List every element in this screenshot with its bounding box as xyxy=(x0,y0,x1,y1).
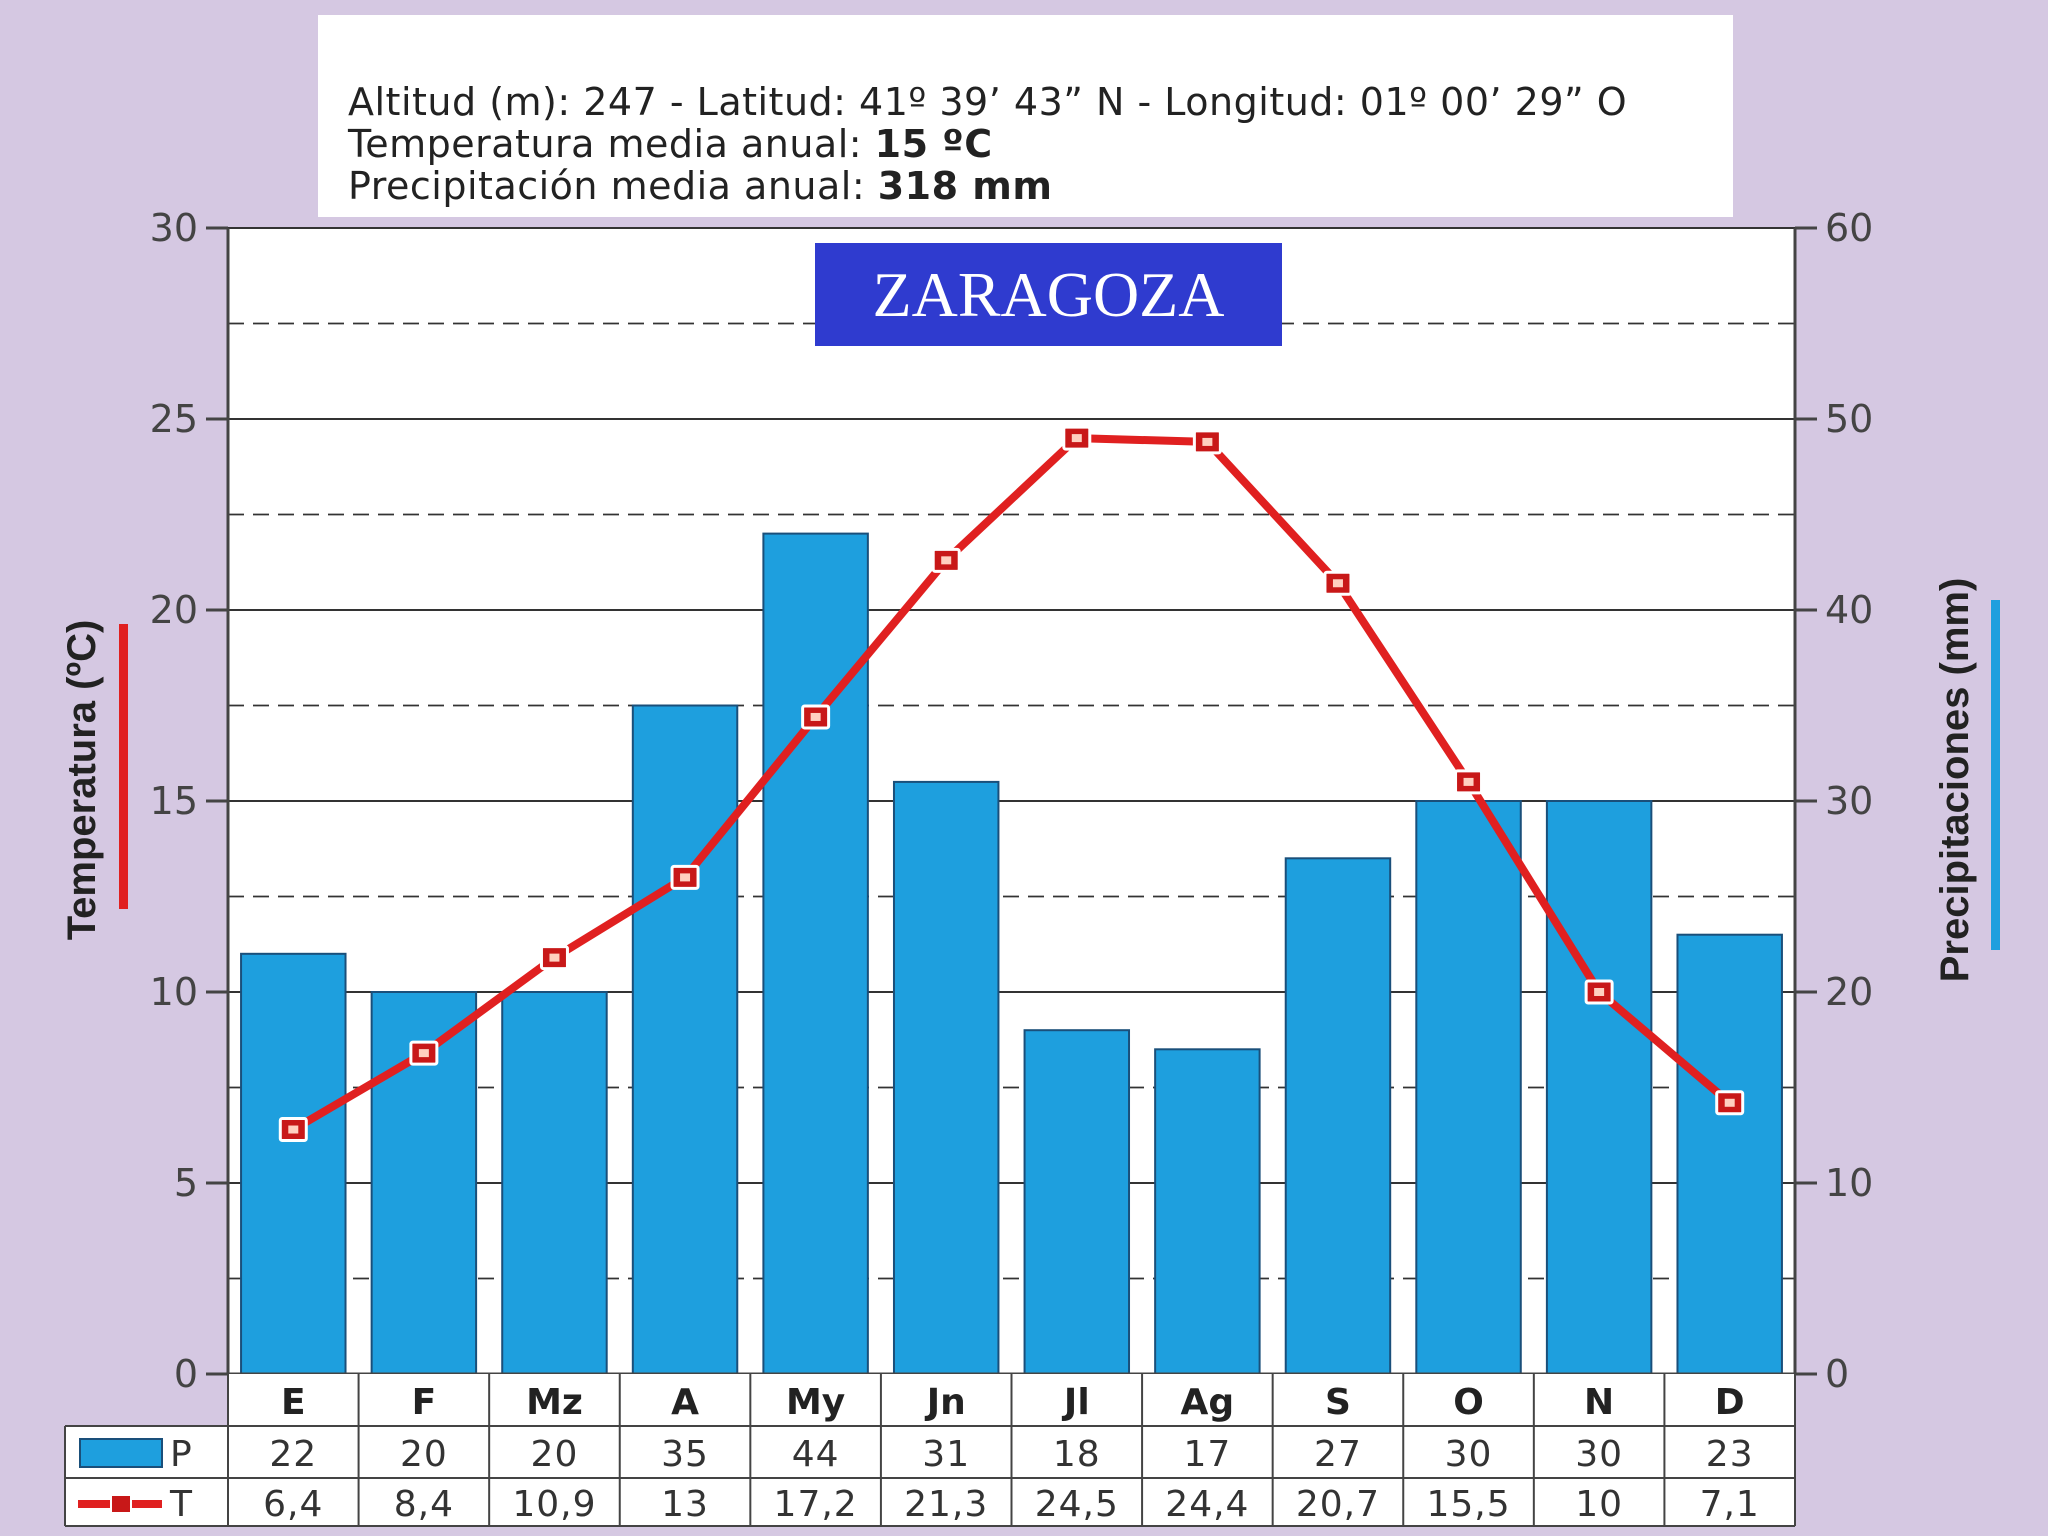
table-temp-E: 6,4 xyxy=(263,1484,323,1525)
table-precip-Jn: 31 xyxy=(922,1434,970,1475)
left-tick-label: 25 xyxy=(150,397,198,441)
table-month-Mz: Mz xyxy=(526,1382,583,1423)
precipitation-bars xyxy=(240,532,1783,1376)
table-precip-My: 44 xyxy=(792,1434,840,1475)
table-temp-A: 13 xyxy=(661,1484,709,1525)
data-table: E 22 6,4 F 20 8,4 Mz 20 10,9 A 35 13 My 44 17,2 Jn 31 21,… xyxy=(64,1374,1796,1527)
precipitation-bar-Mz xyxy=(501,991,608,1375)
annual-precipitation-line: Precipitación media anual: 318 mm xyxy=(348,165,1733,207)
table-month-Ag: Ag xyxy=(1181,1382,1235,1423)
left-tick-label: 15 xyxy=(150,779,198,823)
precipitation-bar-D xyxy=(1676,933,1783,1375)
table-month-D: D xyxy=(1715,1382,1745,1423)
left-axis-title-color-bar xyxy=(119,624,128,909)
left-tick-label: 10 xyxy=(150,970,198,1014)
temperature-point-highlight xyxy=(549,953,560,962)
temperature-point-highlight xyxy=(418,1049,429,1058)
table-month-E: E xyxy=(281,1382,306,1423)
left-tick-label: 0 xyxy=(174,1352,198,1396)
table-temp-Jn: 21,3 xyxy=(904,1484,988,1525)
table-month-A: A xyxy=(671,1382,699,1423)
precipitation-bar-Jn xyxy=(892,780,1000,1375)
precipitation-bar-My xyxy=(762,532,869,1375)
precipitation-bar-E xyxy=(240,952,347,1375)
precipitation-bar-S xyxy=(1284,857,1392,1375)
precipitation-bar-N xyxy=(1545,800,1653,1375)
table-month-O: O xyxy=(1453,1382,1484,1423)
table-precip-E: 22 xyxy=(269,1434,317,1475)
table-temp-O: 15,5 xyxy=(1426,1484,1510,1525)
legend-precip-label: P xyxy=(170,1434,193,1475)
temperature-polyline xyxy=(291,434,1733,1133)
right-tick-label: 0 xyxy=(1825,1352,1849,1396)
table-temp-Mz: 10,9 xyxy=(512,1484,596,1525)
station-location-line: Altitud (m): 247 - Latitud: 41º 39’ 43” … xyxy=(348,80,1628,124)
annual-temperature-label: Temperatura media anual: xyxy=(348,122,875,166)
table-temp-Ag: 24,4 xyxy=(1165,1484,1249,1525)
temperature-point-highlight xyxy=(1071,434,1082,443)
temperature-point-highlight xyxy=(1463,777,1474,786)
temperature-point-highlight xyxy=(680,873,691,882)
temperature-point-highlight xyxy=(1202,437,1213,446)
temperature-point-highlight xyxy=(941,556,952,565)
left-tick-label: 5 xyxy=(174,1161,198,1205)
table-temp-N: 10 xyxy=(1575,1484,1623,1525)
annual-precipitation-label: Precipitación media anual: xyxy=(348,164,878,208)
left-tick-label: 30 xyxy=(150,206,198,250)
legend-precip-swatch xyxy=(79,1438,163,1468)
table-precip-F: 20 xyxy=(400,1434,448,1475)
table-month-Jl: Jl xyxy=(1061,1382,1090,1423)
table-precip-N: 30 xyxy=(1575,1434,1623,1475)
table-temp-S: 20,7 xyxy=(1296,1484,1380,1525)
precipitation-bar-Jl xyxy=(1023,1029,1131,1375)
table-precip-Ag: 17 xyxy=(1183,1434,1231,1475)
table-month-Jn: Jn xyxy=(924,1382,966,1423)
left-tick-label: 20 xyxy=(150,588,198,632)
table-month-N: N xyxy=(1584,1382,1614,1423)
chart-title: ZARAGOZA xyxy=(815,243,1282,346)
station-info-box: Altitud (m): 247 - Latitud: 41º 39’ 43” … xyxy=(318,15,1733,217)
precipitation-bar-Ag xyxy=(1154,1048,1261,1376)
annual-temperature-value: 15 ºC xyxy=(874,122,993,166)
table-temp-D: 7,1 xyxy=(1700,1484,1760,1525)
annual-precipitation-value: 318 mm xyxy=(877,164,1053,208)
precipitation-bar-A xyxy=(631,704,739,1375)
table-temp-My: 17,2 xyxy=(774,1484,858,1525)
annual-temperature-line: Temperatura media anual: 15 ºC xyxy=(348,123,1733,165)
table-precip-S: 27 xyxy=(1314,1434,1362,1475)
temperature-line xyxy=(278,425,1745,1143)
temperature-point-highlight xyxy=(1594,988,1605,996)
temperature-point-highlight xyxy=(288,1125,299,1134)
table-precip-Mz: 20 xyxy=(531,1434,579,1475)
right-tick-label: 10 xyxy=(1825,1161,1873,1205)
table-temp-F: 8,4 xyxy=(394,1484,454,1525)
table-month-My: My xyxy=(786,1382,845,1423)
left-axis-title: Temperatura (ºC) xyxy=(60,620,104,941)
precipitation-bar-O xyxy=(1415,800,1522,1375)
temperature-point-highlight xyxy=(1724,1098,1735,1107)
table-precip-O: 30 xyxy=(1445,1434,1493,1475)
table-month-S: S xyxy=(1325,1382,1351,1423)
right-tick-label: 40 xyxy=(1825,588,1873,632)
temperature-point-highlight xyxy=(1332,579,1343,588)
legend-temp-marker xyxy=(110,1494,132,1514)
temperature-point-highlight xyxy=(810,712,821,721)
right-axis-title: Precipitaciones (mm) xyxy=(1933,578,1977,983)
right-tick-label: 60 xyxy=(1825,206,1873,250)
table-month-F: F xyxy=(412,1382,437,1423)
right-tick-label: 30 xyxy=(1825,779,1873,823)
table-temp-Jl: 24,5 xyxy=(1035,1484,1119,1525)
right-axis-title-color-bar xyxy=(1991,600,2000,950)
right-tick-label: 50 xyxy=(1825,397,1873,441)
chart-grid xyxy=(228,227,1795,1375)
legend-temp-label: T xyxy=(169,1484,193,1525)
table-precip-D: 23 xyxy=(1706,1434,1754,1475)
right-tick-label: 20 xyxy=(1825,970,1873,1014)
table-precip-Jl: 18 xyxy=(1053,1434,1101,1475)
table-precip-A: 35 xyxy=(661,1434,709,1475)
